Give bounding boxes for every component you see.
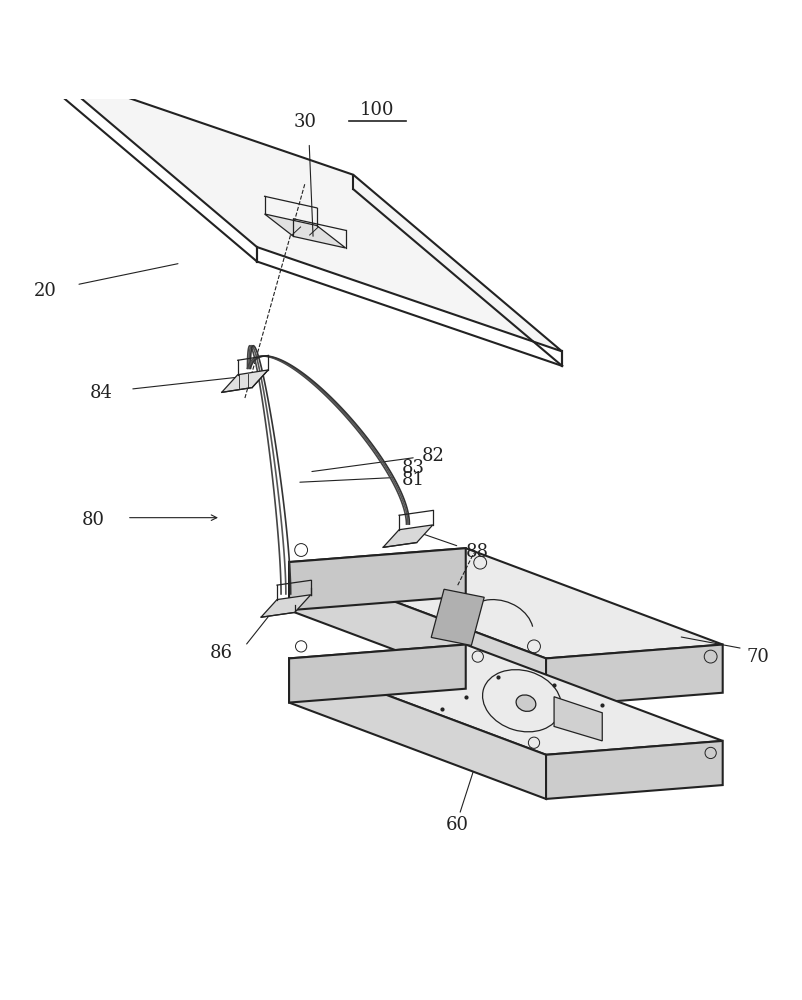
Text: 88: 88 xyxy=(465,543,488,561)
Text: 30: 30 xyxy=(294,113,316,131)
Text: 83: 83 xyxy=(401,459,424,477)
Text: 84: 84 xyxy=(90,384,112,402)
Polygon shape xyxy=(289,548,465,610)
Polygon shape xyxy=(553,697,602,741)
Text: 82: 82 xyxy=(421,447,444,465)
Polygon shape xyxy=(48,70,561,351)
Polygon shape xyxy=(289,548,722,658)
Text: 20: 20 xyxy=(34,282,56,300)
Text: 70: 70 xyxy=(746,648,768,666)
Polygon shape xyxy=(289,645,465,703)
Text: 81: 81 xyxy=(401,471,424,489)
Polygon shape xyxy=(383,525,432,547)
Polygon shape xyxy=(289,562,545,707)
Polygon shape xyxy=(265,214,346,248)
Polygon shape xyxy=(261,595,310,617)
Text: 60: 60 xyxy=(445,816,468,834)
Text: 80: 80 xyxy=(81,511,104,529)
Text: 86: 86 xyxy=(209,644,233,662)
Polygon shape xyxy=(545,741,722,799)
Polygon shape xyxy=(545,645,722,707)
Text: 100: 100 xyxy=(360,101,394,119)
Polygon shape xyxy=(289,658,545,799)
Polygon shape xyxy=(289,645,722,755)
Polygon shape xyxy=(431,589,484,645)
Polygon shape xyxy=(221,370,268,392)
Ellipse shape xyxy=(516,695,535,711)
